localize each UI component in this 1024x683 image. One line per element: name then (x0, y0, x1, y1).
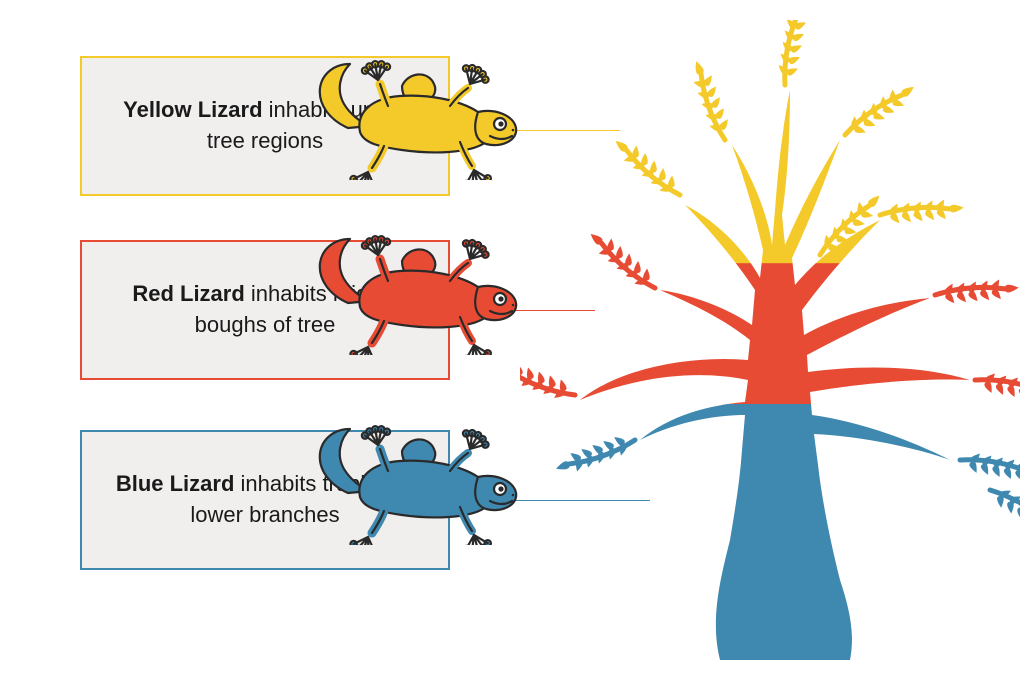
card-title: Yellow Lizard (123, 97, 262, 122)
lizard-yellow-icon (310, 50, 520, 180)
card-title: Blue Lizard (116, 471, 235, 496)
tree-region-middle (520, 263, 1020, 405)
lizard-red-icon (310, 225, 520, 355)
tree-region-trunk (520, 404, 1020, 660)
card-title: Red Lizard (132, 281, 244, 306)
lizard-blue-icon (310, 415, 520, 545)
tree (520, 20, 1020, 660)
tree-region-upper (520, 20, 1020, 264)
